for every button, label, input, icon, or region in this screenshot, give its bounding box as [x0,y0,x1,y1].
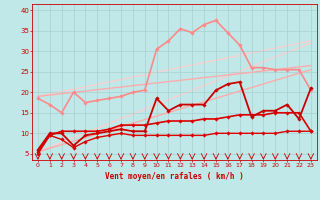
X-axis label: Vent moyen/en rafales ( km/h ): Vent moyen/en rafales ( km/h ) [105,172,244,181]
